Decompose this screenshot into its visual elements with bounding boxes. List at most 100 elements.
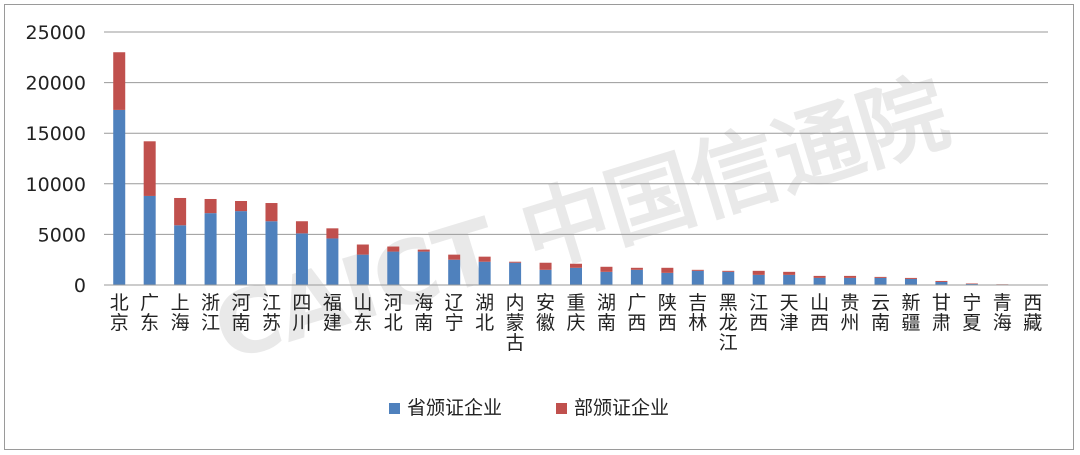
bar-ministry xyxy=(813,275,826,278)
bar-ministry xyxy=(417,249,430,252)
bar-provincial xyxy=(235,211,248,285)
bar-provincial xyxy=(813,277,826,285)
bar-provincial xyxy=(356,254,369,285)
x-tick-label: 吉林 xyxy=(688,292,707,334)
legend-label: 部颁证企业 xyxy=(574,397,669,419)
bar-provincial xyxy=(630,269,643,285)
bar-provincial xyxy=(661,272,674,285)
x-tick-label: 广西 xyxy=(627,292,646,334)
bar-provincial xyxy=(174,225,187,285)
bar-ministry xyxy=(448,254,461,260)
bar-provincial xyxy=(844,277,857,285)
bar-provincial xyxy=(326,238,339,285)
bar-ministry xyxy=(174,197,187,226)
x-tick-label: 黑龙江 xyxy=(719,292,738,354)
bar-provincial xyxy=(143,195,156,285)
bar-provincial xyxy=(448,259,461,285)
bar-ministry xyxy=(509,261,522,263)
x-tick-label: 甘肃 xyxy=(932,292,951,334)
legend-label: 省颁证企业 xyxy=(407,397,502,419)
bar-ministry xyxy=(661,267,674,273)
bar-ministry xyxy=(143,141,156,196)
legend-swatch xyxy=(389,403,400,414)
x-tick-label: 海南 xyxy=(414,292,433,334)
bar-provincial xyxy=(570,267,582,285)
bar-ministry xyxy=(783,271,796,275)
bar-provincial xyxy=(204,213,217,285)
bar-provincial xyxy=(691,270,704,285)
bar-ministry xyxy=(844,275,857,278)
bar-provincial xyxy=(935,281,948,285)
x-tick-label: 贵州 xyxy=(841,292,860,334)
gridlines xyxy=(104,31,1048,235)
x-tick-label: 重庆 xyxy=(566,292,585,334)
bar-ministry xyxy=(570,263,582,268)
bar-ministry xyxy=(295,221,308,234)
bar-ministry xyxy=(265,203,278,222)
y-tick-label: 15000 xyxy=(26,123,86,145)
bar-ministry xyxy=(326,228,339,239)
bar-provincial xyxy=(722,271,735,285)
x-tick-label: 山西 xyxy=(810,292,829,334)
bar-ministry xyxy=(478,256,491,262)
x-tick-label: 山东 xyxy=(353,292,372,334)
bar-provincial xyxy=(600,271,613,285)
bar-ministry xyxy=(630,267,643,270)
bar-provincial xyxy=(113,109,126,285)
bar-provincial xyxy=(417,251,430,285)
bar-ministry xyxy=(965,283,978,284)
bar-provincial xyxy=(265,221,278,285)
y-axis: 0 5000 10000 15000 20000 25000 xyxy=(26,22,86,297)
x-tick-label: 河南 xyxy=(232,292,251,334)
bar-ministry xyxy=(387,246,400,252)
bar-provincial xyxy=(752,274,765,285)
y-tick-label: 10000 xyxy=(26,174,86,196)
bar-ministry xyxy=(235,201,248,212)
x-tick-label: 安徽 xyxy=(536,292,555,334)
y-tick-label: 25000 xyxy=(26,22,86,44)
bar-ministry xyxy=(752,270,765,275)
x-tick-label: 湖南 xyxy=(597,292,616,334)
x-tick-label: 浙江 xyxy=(201,292,220,334)
x-tick-label: 云南 xyxy=(871,292,890,334)
bar-provincial xyxy=(478,261,491,285)
x-tick-label: 青海 xyxy=(993,292,1012,334)
x-tick-label: 新疆 xyxy=(901,292,920,334)
bar-provincial xyxy=(295,233,308,285)
bar-ministry xyxy=(935,280,948,282)
legend: 省颁证企业 部颁证企业 xyxy=(389,397,669,419)
bar-ministry xyxy=(904,277,917,279)
x-tick-label: 江西 xyxy=(749,292,768,334)
x-tick-label: 辽宁 xyxy=(445,292,464,334)
bar-ministry xyxy=(874,276,887,278)
x-tick-label: 四川 xyxy=(292,292,311,334)
y-tick-label: 0 xyxy=(74,275,86,297)
x-tick-label: 湖北 xyxy=(475,292,494,334)
bars xyxy=(113,52,1039,285)
bar-ministry xyxy=(356,244,369,255)
x-tick-label: 西藏 xyxy=(1023,292,1042,334)
bar-provincial xyxy=(509,262,522,285)
bar-provincial xyxy=(965,283,978,285)
x-tick-label: 江苏 xyxy=(262,292,281,334)
bar-provincial xyxy=(539,269,552,285)
legend-swatch xyxy=(556,403,567,414)
y-tick-label: 20000 xyxy=(26,73,86,95)
x-tick-label: 内蒙古 xyxy=(506,292,525,354)
x-axis: 北京广东上海浙江河南江苏四川福建山东河北海南辽宁湖北内蒙古安徽重庆湖南广西陕西吉… xyxy=(104,284,1048,354)
bar-ministry xyxy=(691,269,704,271)
y-tick-label: 5000 xyxy=(38,224,86,246)
bar-provincial xyxy=(387,251,400,285)
x-tick-label: 河北 xyxy=(384,292,403,334)
x-tick-label: 福建 xyxy=(323,292,342,334)
x-tick-label: 上海 xyxy=(171,292,190,334)
bar-ministry xyxy=(204,198,217,214)
x-tick-label: 宁夏 xyxy=(962,292,981,334)
bar-ministry xyxy=(722,270,735,272)
bar-provincial xyxy=(904,278,917,285)
x-tick-label: 广东 xyxy=(140,292,159,334)
bar-provincial xyxy=(783,274,796,285)
x-tick-label: 天津 xyxy=(780,292,799,334)
bar-ministry xyxy=(600,266,613,272)
